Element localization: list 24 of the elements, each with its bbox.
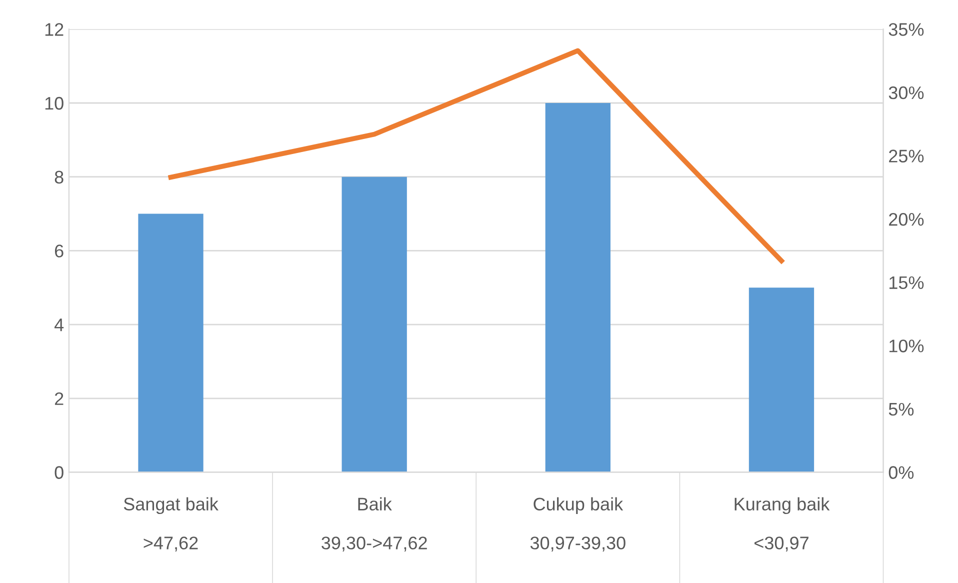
y-tick-label: 8 [54,170,64,184]
category-label: Sangat baik >47,62 [124,497,218,552]
y2-tick-label: 35% [888,23,924,36]
bar [545,102,610,472]
y2-tick-label: 15% [890,276,924,290]
bar [748,288,814,472]
y2-tick-label: 30% [888,86,924,100]
bar [342,176,407,472]
y2-tick-label: 0% [888,466,914,479]
y2-tick-label: 25% [889,150,924,162]
bar [138,214,204,472]
category-label: Kurang baik <30,97 [734,497,830,552]
y-tick-label: 12 [45,23,64,36]
y-tick-label: 2 [54,392,64,405]
y2-tick-label: 20% [889,212,924,226]
y2-tick-label: 10% [890,340,924,352]
category-label: Cukup baik 30,97-39,30 [530,497,626,552]
category-label: Baik 39,30->47,62 [322,497,427,552]
y-tick-label: 10 [45,96,64,110]
y2-tick-label: 5% [888,402,914,416]
line-series [168,48,784,264]
y-tick-label: 6 [54,244,64,258]
y-tick-label: 4 [54,318,64,332]
y-tick-label: 0 [54,466,64,479]
